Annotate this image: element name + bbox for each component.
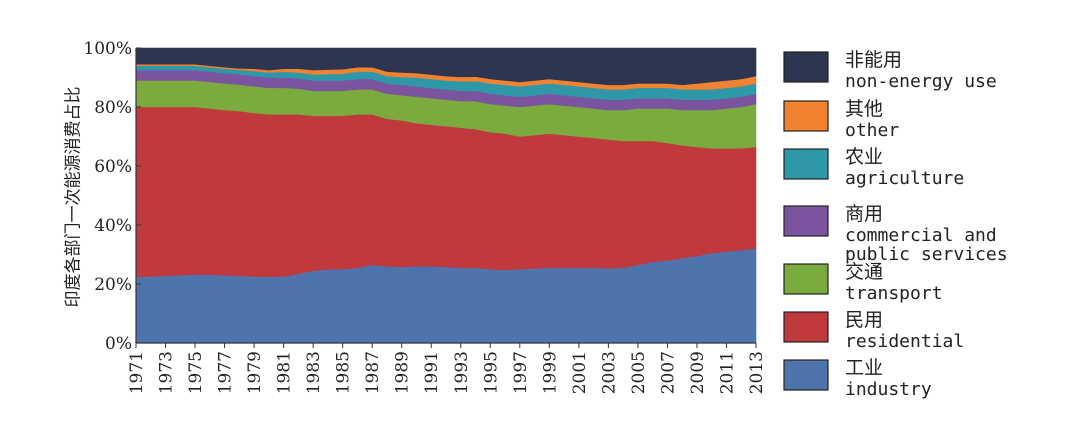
x-tick-label: 1979 bbox=[245, 351, 265, 394]
x-tick-label: 2009 bbox=[688, 351, 708, 394]
x-tick-label: 1995 bbox=[481, 351, 501, 394]
y-tick-label: 100% bbox=[83, 39, 132, 59]
legend-label-zh: 民用 bbox=[845, 309, 883, 331]
x-tick-label: 1975 bbox=[186, 351, 206, 394]
legend-swatch-residential bbox=[783, 311, 829, 343]
legend-label-zh: 交通 bbox=[845, 261, 883, 283]
x-tick-label: 1997 bbox=[511, 351, 531, 394]
legend-swatch-transport bbox=[783, 263, 829, 295]
y-axis-label: 印度各部门一次能源消费占比 bbox=[64, 87, 84, 308]
y-tick-label: 20% bbox=[94, 275, 132, 295]
x-tick-label: 2003 bbox=[599, 351, 619, 394]
legend-label-zh: 工业 bbox=[845, 357, 883, 379]
x-tick-label: 1993 bbox=[452, 351, 472, 394]
x-tick-label: 1981 bbox=[275, 351, 295, 394]
legend-label-en: public services bbox=[845, 244, 1008, 265]
x-tick-label: 1987 bbox=[363, 351, 383, 394]
legend-label-en: commercial and bbox=[845, 225, 997, 246]
legend-label-en: non-energy use bbox=[845, 71, 997, 92]
legend-label-en: agriculture bbox=[845, 168, 964, 189]
y-tick-label: 80% bbox=[94, 98, 132, 118]
legend-swatch-commercial bbox=[783, 205, 829, 237]
area-series-non-energy-use bbox=[135, 47, 757, 86]
x-tick-label: 2007 bbox=[658, 351, 678, 394]
legend-swatch-agriculture bbox=[783, 148, 829, 180]
x-tick-label: 2013 bbox=[747, 351, 767, 394]
legend-swatch-industry bbox=[783, 359, 829, 391]
legend-label-zh: 其他 bbox=[845, 98, 883, 120]
x-tick-label: 2011 bbox=[717, 351, 737, 394]
legend-label-zh: 非能用 bbox=[845, 49, 902, 71]
legend-label-en: residential bbox=[845, 331, 964, 352]
y-tick-label: 40% bbox=[94, 216, 132, 236]
legend-label-en: transport bbox=[845, 283, 943, 304]
x-tick-label: 2001 bbox=[570, 351, 590, 394]
legend-label-zh: 农业 bbox=[845, 146, 883, 168]
legend-label-zh: 商用 bbox=[845, 203, 883, 225]
x-tick-label: 1999 bbox=[540, 351, 560, 394]
x-tick-label: 2005 bbox=[629, 351, 649, 394]
x-tick-label: 1971 bbox=[127, 351, 147, 394]
x-tick-label: 1985 bbox=[334, 351, 354, 394]
y-tick-label: 0% bbox=[105, 334, 132, 354]
legend-label-en: other bbox=[845, 120, 899, 141]
x-tick-label: 1983 bbox=[304, 351, 324, 394]
y-tick-label: 60% bbox=[94, 157, 132, 177]
x-tick-label: 1989 bbox=[393, 351, 413, 394]
x-tick-label: 1977 bbox=[216, 351, 236, 394]
legend-label-en: industry bbox=[845, 379, 932, 400]
plot-area bbox=[135, 47, 757, 344]
legend-swatch-non-energy-use bbox=[783, 51, 829, 83]
x-tick-label: 1973 bbox=[157, 351, 177, 394]
axes: 0% 20% 40% 60% 80% 100% 1971 1973 1975 1977 1979 19… bbox=[83, 39, 767, 394]
legend-swatch-other bbox=[783, 100, 829, 132]
x-tick-label: 1991 bbox=[422, 351, 442, 394]
